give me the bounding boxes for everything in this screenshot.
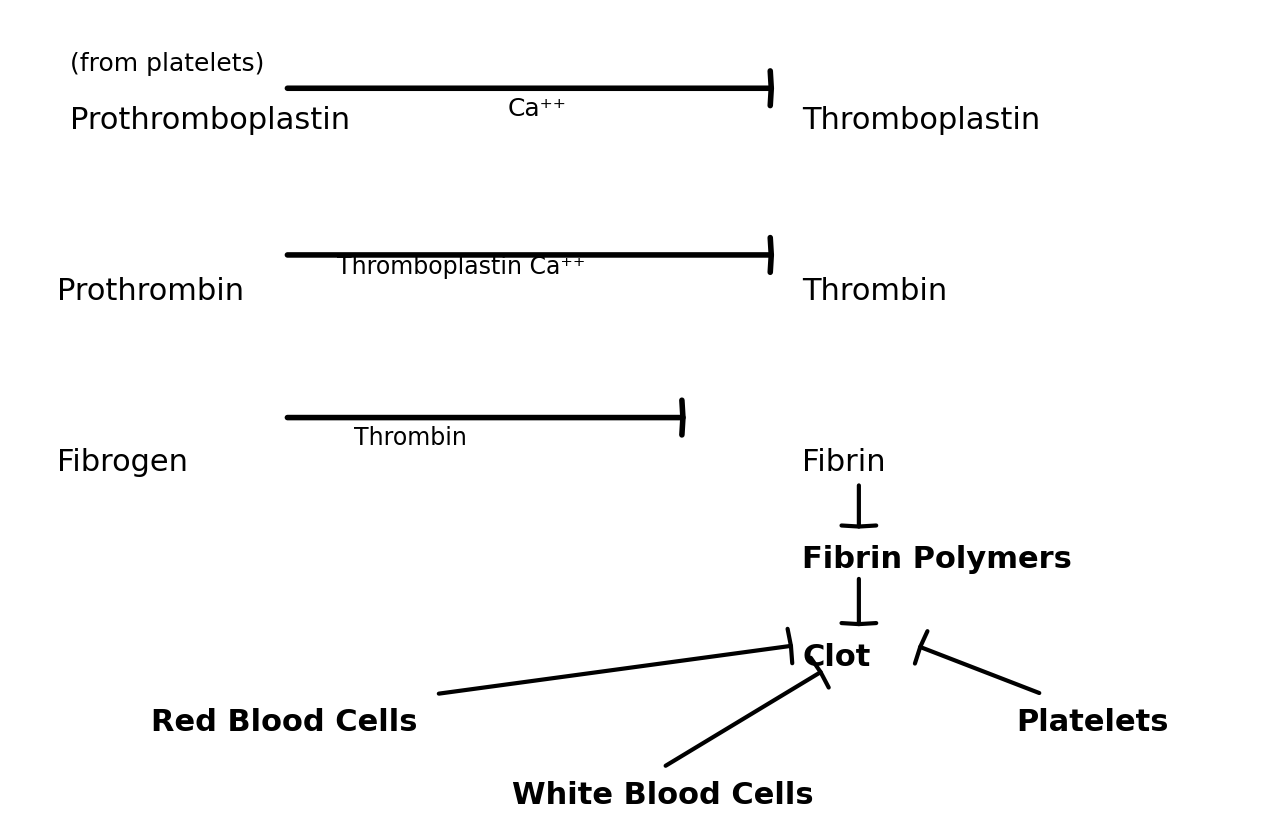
Text: Thrombin: Thrombin (803, 277, 947, 306)
Text: Prothromboplastin: Prothromboplastin (70, 107, 350, 136)
Text: Clot: Clot (803, 643, 870, 672)
Text: Red Blood Cells: Red Blood Cells (152, 708, 417, 737)
Text: Thromboplastin Ca⁺⁺: Thromboplastin Ca⁺⁺ (337, 256, 586, 280)
Text: Fibrin Polymers: Fibrin Polymers (803, 545, 1072, 575)
Text: Thromboplastin: Thromboplastin (803, 107, 1040, 136)
Text: Thrombin: Thrombin (355, 426, 467, 450)
Text: Platelets: Platelets (1016, 708, 1169, 737)
Text: Fibrogen: Fibrogen (57, 447, 189, 477)
Text: Fibrin: Fibrin (803, 447, 886, 477)
Text: Prothrombin: Prothrombin (57, 277, 245, 306)
Text: Ca⁺⁺: Ca⁺⁺ (508, 97, 567, 121)
Text: White Blood Cells: White Blood Cells (513, 782, 814, 810)
Text: (from platelets): (from platelets) (70, 52, 264, 76)
